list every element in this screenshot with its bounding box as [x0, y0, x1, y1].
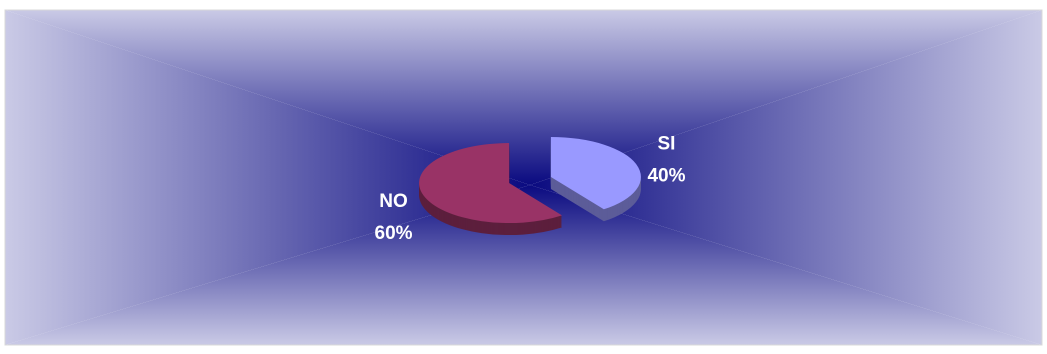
slice-value-label: 40% [647, 165, 685, 186]
slice-value-label: 60% [375, 223, 413, 244]
slice [419, 143, 562, 224]
gradient-left [5, 10, 530, 345]
plot-border [4, 9, 1043, 346]
gradient-top [5, 10, 1042, 185]
gradient-bottom [5, 185, 1042, 345]
slice-group [550, 136, 641, 222]
plot-background [5, 10, 1042, 345]
slice-group [419, 143, 562, 236]
slice-category-label: NO [379, 191, 408, 212]
slice-category-label: SI [658, 133, 676, 154]
slice [550, 136, 641, 210]
gradient-right [530, 10, 1042, 345]
